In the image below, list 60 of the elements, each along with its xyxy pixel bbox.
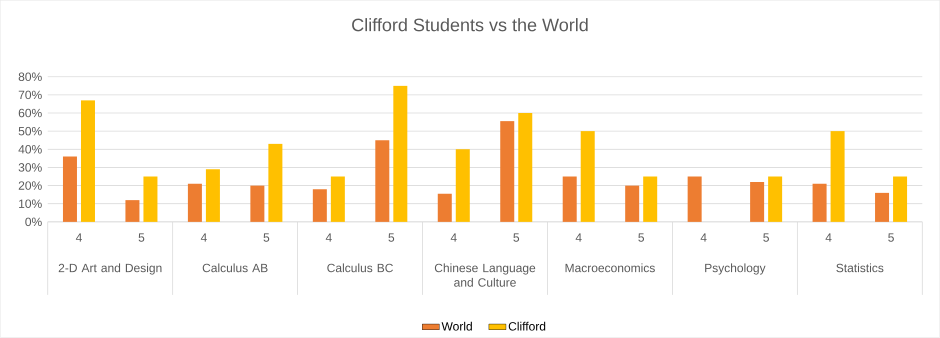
bar xyxy=(750,182,764,222)
bar xyxy=(393,86,408,222)
text: Statistics xyxy=(836,264,884,272)
y-tick-label: 40% xyxy=(18,145,42,154)
x-tick-label: 5 xyxy=(264,234,270,242)
x-tick-label: 5 xyxy=(388,234,394,242)
bar xyxy=(188,184,202,222)
bar xyxy=(812,184,827,222)
bar xyxy=(80,100,95,222)
bar xyxy=(438,194,452,222)
legend-label: World xyxy=(442,322,472,331)
y-tick-label: 20% xyxy=(18,182,42,190)
bar xyxy=(500,121,514,222)
x-tick-label: 4 xyxy=(326,234,332,242)
bar xyxy=(768,176,782,222)
bar xyxy=(312,189,327,222)
bar xyxy=(330,176,345,222)
x-tick-label: 5 xyxy=(138,234,144,242)
chart-title: Clifford Students vs the World xyxy=(352,18,588,32)
y-tick-label: 10% xyxy=(19,200,42,208)
x-tick-label: 5 xyxy=(638,234,644,242)
bar xyxy=(456,149,470,222)
bar xyxy=(625,186,640,222)
bar xyxy=(143,176,158,222)
text: Macroeconomics xyxy=(566,264,655,272)
x-tick-label: 4 xyxy=(200,234,207,242)
x-tick-label: 4 xyxy=(576,234,582,242)
bar xyxy=(268,144,282,222)
text: 2-D Art and Design xyxy=(58,264,162,275)
text: Calculus AB xyxy=(202,264,268,272)
x-tick-label: 5 xyxy=(513,234,520,242)
bar xyxy=(688,176,702,222)
y-tick-label: 80% xyxy=(18,72,42,82)
x-tick-label: 5 xyxy=(763,234,769,242)
bar xyxy=(562,176,577,222)
bar xyxy=(830,131,845,222)
bar xyxy=(518,113,532,222)
y-tick-label: 0% xyxy=(25,218,42,226)
x-tick-label: 4 xyxy=(76,234,82,242)
bar xyxy=(875,193,890,222)
y-tick-label: 60% xyxy=(18,108,42,118)
y-tick-label: 30% xyxy=(18,163,42,172)
bar xyxy=(206,169,220,222)
x-tick-label: 5 xyxy=(888,234,894,242)
bar xyxy=(375,140,390,222)
text: Psychology xyxy=(705,264,766,275)
bar xyxy=(580,131,595,222)
bar xyxy=(250,186,264,222)
bar xyxy=(893,176,908,222)
bar xyxy=(125,200,140,222)
x-tick-label: 4 xyxy=(450,234,457,242)
x-tick-label: 4 xyxy=(700,234,707,242)
y-tick-label: 70% xyxy=(18,90,42,100)
bar xyxy=(62,156,77,222)
text: Chinese Language and Culture xyxy=(434,264,536,287)
legend-label: Clifford xyxy=(508,322,546,331)
y-tick-label: 50% xyxy=(18,127,42,136)
x-tick-label: 4 xyxy=(826,234,832,242)
bar xyxy=(643,176,658,222)
text: Calculus BC xyxy=(327,264,393,272)
